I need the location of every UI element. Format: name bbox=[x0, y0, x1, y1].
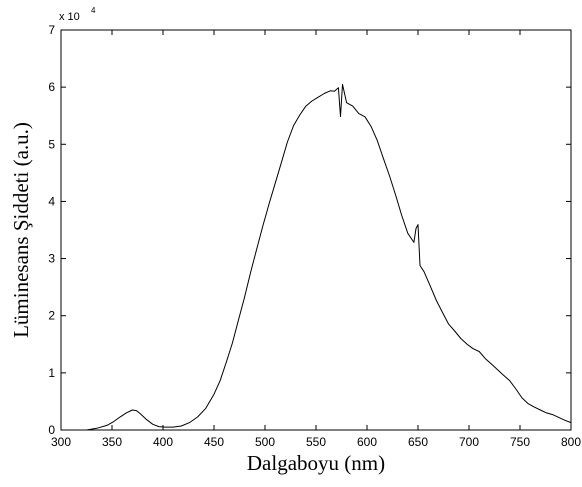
y-multiplier-exponent: 4 bbox=[91, 6, 96, 15]
y-multiplier-base: x 10 bbox=[59, 11, 80, 23]
y-axis-title: Lüminesans Şiddeti (a.u.) bbox=[9, 122, 33, 338]
y-tick-label: 2 bbox=[48, 309, 55, 323]
y-tick-label: 7 bbox=[48, 23, 55, 37]
x-axis-title: Dalgaboyu (nm) bbox=[247, 451, 385, 475]
y-tick-label: 1 bbox=[48, 366, 55, 380]
y-tick-label: 0 bbox=[48, 423, 55, 437]
y-axis-ticks: 0 1 2 3 4 5 6 7 bbox=[48, 23, 571, 437]
x-tick-label: 650 bbox=[408, 435, 428, 449]
series-layer bbox=[86, 83, 572, 431]
y-tick-label: 4 bbox=[48, 194, 55, 208]
x-tick-label: 600 bbox=[357, 435, 377, 449]
x-tick-label: 700 bbox=[459, 435, 479, 449]
x-axis-ticks: 300 350 400 450 500 550 600 650 700 750 800 bbox=[51, 30, 581, 449]
spectrum-line bbox=[86, 83, 572, 431]
x-tick-label: 450 bbox=[204, 435, 224, 449]
y-tick-label: 3 bbox=[48, 252, 55, 266]
plot-frame bbox=[60, 29, 572, 431]
x-tick-label: 300 bbox=[51, 435, 71, 449]
x-tick-label: 500 bbox=[255, 435, 275, 449]
x-tick-label: 350 bbox=[102, 435, 122, 449]
y-tick-label: 6 bbox=[48, 80, 55, 94]
y-tick-label: 5 bbox=[48, 137, 55, 151]
x-tick-label: 400 bbox=[153, 435, 173, 449]
x-tick-label: 800 bbox=[561, 435, 581, 449]
x-tick-label: 550 bbox=[306, 435, 326, 449]
x-tick-label: 750 bbox=[510, 435, 530, 449]
